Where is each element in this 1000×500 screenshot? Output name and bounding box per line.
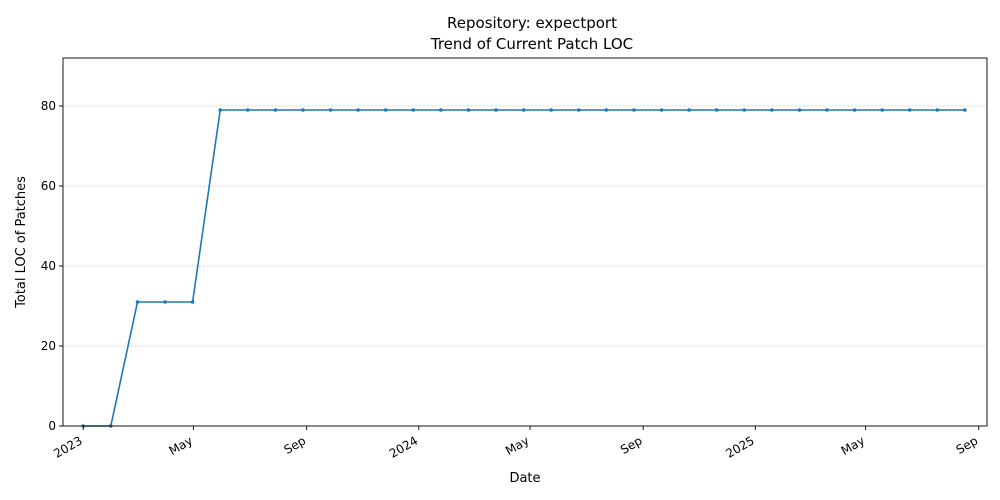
data-point <box>797 108 802 112</box>
data-point <box>604 108 609 112</box>
data-point <box>494 108 498 112</box>
x-tick-label: Sep <box>618 433 645 456</box>
x-tick-label: Sep <box>282 433 309 456</box>
data-point <box>880 108 884 112</box>
x-tick-label: 2025 <box>723 433 756 460</box>
data-point <box>742 108 747 112</box>
y-tick-label: 20 <box>41 339 56 353</box>
x-tick-label: Sep <box>954 433 981 456</box>
x-axis-label: Date <box>509 471 540 486</box>
x-tick-label: May <box>839 433 867 458</box>
plot-area-frame <box>62 57 988 427</box>
y-axis: 0 20 40 60 80 <box>41 99 63 433</box>
data-point <box>135 300 140 304</box>
data-point <box>659 108 664 112</box>
data-point <box>687 108 691 112</box>
y-tick-label: 60 <box>41 179 56 193</box>
data-point <box>935 108 940 112</box>
chart-title: Repository: expectport <box>447 14 617 32</box>
data-point <box>466 108 471 112</box>
series-line <box>83 109 965 427</box>
data-point <box>907 108 912 112</box>
x-axis: 2023 May Sep 2024 May Sep 2025 May Sep <box>51 426 980 461</box>
data-point <box>383 108 388 112</box>
y-tick-label: 40 <box>41 259 56 273</box>
series-group <box>81 108 967 428</box>
data-point <box>714 108 719 112</box>
x-tick-label: May <box>167 433 195 458</box>
data-point <box>301 108 305 112</box>
data-point <box>163 300 167 304</box>
data-point <box>190 300 195 304</box>
y-tick-label: 0 <box>48 419 56 433</box>
data-point <box>218 108 223 112</box>
x-tick-label: May <box>503 433 531 458</box>
x-tick-label: 2023 <box>51 433 84 460</box>
data-point <box>632 108 636 112</box>
data-point <box>576 108 581 112</box>
data-point <box>963 108 967 112</box>
y-tick-label: 80 <box>41 99 56 113</box>
data-point <box>273 108 278 112</box>
y-axis-label: Total LOC of Patches <box>14 176 29 309</box>
data-point <box>246 108 250 112</box>
x-tick-label: 2024 <box>387 433 420 460</box>
gridlines <box>63 105 987 427</box>
data-point <box>328 108 333 112</box>
data-point <box>356 108 360 112</box>
chart-subtitle: Trend of Current Patch LOC <box>430 35 633 53</box>
data-point <box>521 108 526 112</box>
data-point <box>770 108 774 112</box>
data-point <box>825 108 829 112</box>
data-point <box>852 108 857 112</box>
data-point <box>439 108 443 112</box>
data-point <box>411 108 416 112</box>
data-point <box>549 108 554 112</box>
